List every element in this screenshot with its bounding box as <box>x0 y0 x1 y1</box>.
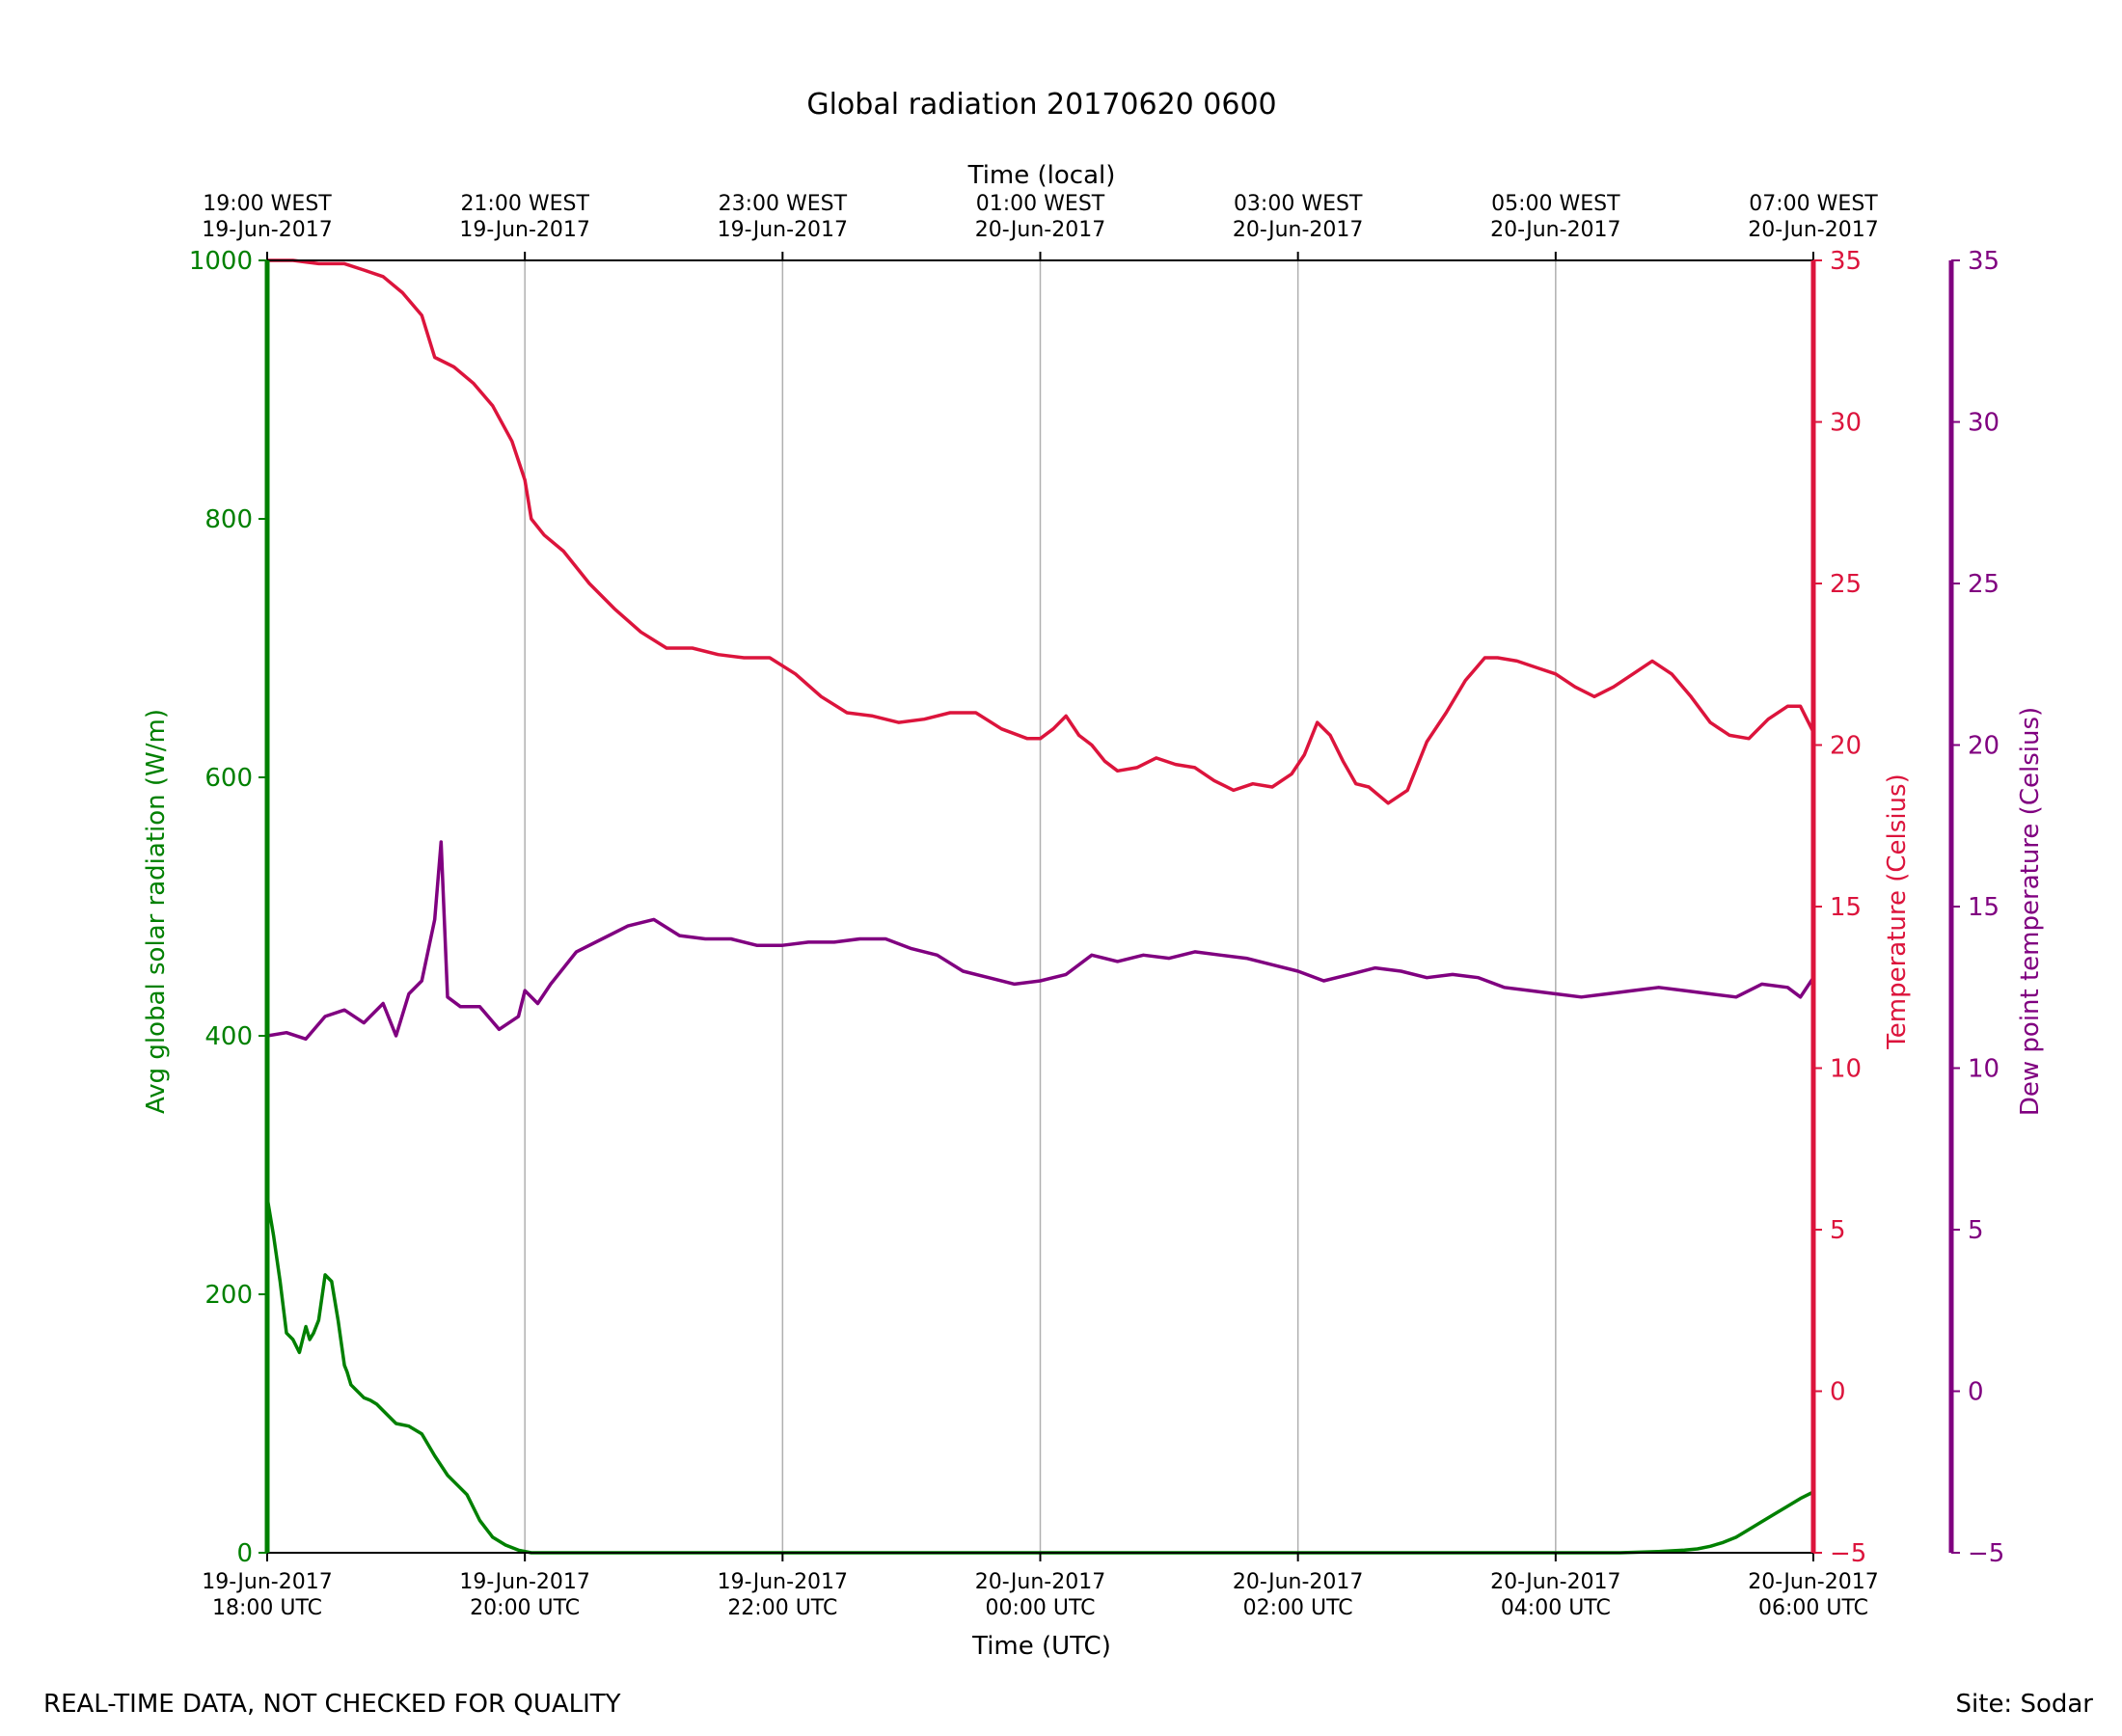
bottom-tick-label: 00:00 UTC <box>985 1596 1095 1620</box>
bottom-tick-label: 04:00 UTC <box>1501 1596 1611 1620</box>
bottom-tick-label: 02:00 UTC <box>1243 1596 1353 1620</box>
right-tick-label: 20 <box>1830 732 1862 761</box>
bottom-tick-label: 19-Jun-2017 <box>718 1570 848 1594</box>
top-tick-label: 07:00 WEST <box>1749 192 1878 216</box>
left-tick-label: 0 <box>236 1539 253 1568</box>
top-axis-label: Time (local) <box>967 161 1116 190</box>
top-tick-label: 01:00 WEST <box>976 192 1105 216</box>
footer-right-site: Site: Sodar <box>1956 1690 2094 1719</box>
right-tick-label: 15 <box>1830 893 1862 922</box>
bottom-tick-label: 20-Jun-2017 <box>1490 1570 1620 1594</box>
bottom-tick-label: 20-Jun-2017 <box>1233 1570 1363 1594</box>
grid-layer <box>524 260 1557 1553</box>
bottom-tick-label: 19-Jun-2017 <box>459 1570 589 1594</box>
right-tick-label: 30 <box>1830 409 1862 438</box>
right-axis-label: Temperature (Celsius) <box>1883 773 1912 1049</box>
series-layer <box>267 258 1813 1555</box>
bottom-axis-label: Time (UTC) <box>971 1632 1111 1661</box>
bottom-tick-label: 20-Jun-2017 <box>1748 1570 1878 1594</box>
top-tick-label: 20-Jun-2017 <box>1490 218 1620 242</box>
bottom-tick-label: 22:00 UTC <box>727 1596 837 1620</box>
top-tick-label: 23:00 WEST <box>719 192 848 216</box>
far-right-tick-label: 15 <box>1968 893 2000 922</box>
left-axis-label: Avg global solar radiation (W/m) <box>142 709 171 1114</box>
top-tick-label: 19-Jun-2017 <box>459 218 589 242</box>
bottom-tick-label: 06:00 UTC <box>1758 1596 1868 1620</box>
chart-title: Global radiation 20170620 0600 <box>806 88 1276 122</box>
top-tick-label: 20-Jun-2017 <box>1748 218 1878 242</box>
right-tick-label: 10 <box>1830 1055 1862 1084</box>
top-tick-label: 20-Jun-2017 <box>1233 218 1363 242</box>
bottom-tick-label: 20-Jun-2017 <box>975 1570 1105 1594</box>
top-tick-label: 05:00 WEST <box>1491 192 1620 216</box>
far-right-tick-label: 20 <box>1968 732 2000 761</box>
temperature-series-line <box>267 258 1813 805</box>
far-right-tick-label: 10 <box>1968 1055 2000 1084</box>
top-tick-label: 21:00 WEST <box>460 192 589 216</box>
far-right-tick-label: 0 <box>1968 1378 1984 1407</box>
far-right-tick-label: 25 <box>1968 570 2000 599</box>
left-tick-label: 600 <box>204 764 253 793</box>
top-tick-label: 03:00 WEST <box>1234 192 1363 216</box>
dewpoint-series-line <box>267 840 1813 1042</box>
far-right-tick-label: 30 <box>1968 409 2000 438</box>
right-tick-label: 25 <box>1830 570 1862 599</box>
far-right-axis-label: Dew point temperature (Celsius) <box>2016 707 2045 1116</box>
bottom-tick-label: 20:00 UTC <box>470 1596 580 1620</box>
top-tick-label: 20-Jun-2017 <box>975 218 1105 242</box>
top-tick-label: 19:00 WEST <box>203 192 332 216</box>
right-tick-label: −5 <box>1830 1539 1866 1568</box>
far-right-tick-label: 35 <box>1968 247 2000 276</box>
left-tick-label: 200 <box>204 1281 253 1310</box>
footer-left-note: REAL-TIME DATA, NOT CHECKED FOR QUALITY <box>43 1690 621 1719</box>
left-tick-label: 400 <box>204 1022 253 1051</box>
left-tick-label: 800 <box>204 505 253 534</box>
bottom-tick-label: 19-Jun-2017 <box>202 1570 332 1594</box>
far-right-tick-label: 5 <box>1968 1216 1984 1245</box>
right-tick-label: 0 <box>1830 1378 1846 1407</box>
left-tick-label: 1000 <box>189 247 253 276</box>
right-tick-label: 5 <box>1830 1216 1846 1245</box>
top-tick-label: 19-Jun-2017 <box>202 218 332 242</box>
top-tick-label: 19-Jun-2017 <box>718 218 848 242</box>
far-right-tick-label: −5 <box>1968 1539 2004 1568</box>
radiation-series-line <box>267 1197 1813 1555</box>
right-tick-label: 35 <box>1830 247 1862 276</box>
bottom-tick-label: 18:00 UTC <box>212 1596 322 1620</box>
